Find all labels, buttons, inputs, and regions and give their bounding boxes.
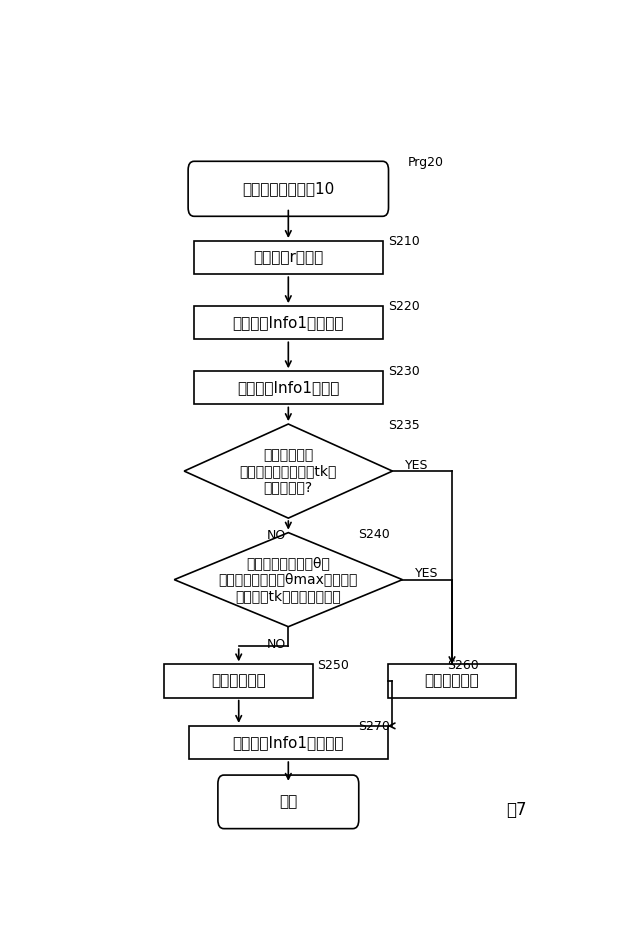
Text: S235: S235 — [388, 419, 420, 432]
Text: 図7: 図7 — [506, 801, 527, 819]
Polygon shape — [174, 533, 403, 627]
Bar — [164, 665, 313, 697]
Bar — [388, 665, 516, 697]
Bar — [194, 306, 383, 339]
FancyBboxPatch shape — [188, 162, 388, 216]
Text: 遷移情報Info1の読出し: 遷移情報Info1の読出し — [232, 315, 344, 330]
Text: 異常状態出力: 異常状態出力 — [424, 673, 479, 688]
Text: S220: S220 — [388, 300, 420, 313]
Text: NO: NO — [266, 637, 285, 650]
Polygon shape — [184, 424, 392, 518]
Text: Prg20: Prg20 — [408, 156, 444, 169]
Text: S250: S250 — [317, 659, 349, 671]
Bar — [194, 241, 383, 274]
Text: 終了: 終了 — [279, 794, 298, 809]
Text: S270: S270 — [358, 720, 390, 733]
Text: ペトリネット
から外れたトークンtkが
存在するか?: ペトリネット から外れたトークンtkが 存在するか? — [239, 447, 337, 494]
Bar — [194, 371, 383, 404]
Text: YES: YES — [405, 459, 428, 472]
Text: 車両通過判定装置10: 車両通過判定装置10 — [242, 181, 335, 196]
Text: 正常状態出力: 正常状態出力 — [211, 673, 266, 688]
Text: YES: YES — [415, 568, 438, 580]
FancyBboxPatch shape — [218, 776, 359, 829]
Text: S210: S210 — [388, 235, 420, 248]
Text: 検出結果rの取得: 検出結果rの取得 — [253, 250, 323, 265]
Text: S230: S230 — [388, 366, 420, 379]
Bar — [189, 726, 388, 760]
Text: NO: NO — [266, 529, 285, 542]
Text: S240: S240 — [358, 527, 390, 540]
Text: S260: S260 — [447, 659, 479, 671]
Text: 遷移情報Info1の書込み: 遷移情報Info1の書込み — [232, 735, 344, 750]
Text: プレース滞在時間θが
最大プレース時間θmaxより長い
トークンtkが存在するか？: プレース滞在時間θが 最大プレース時間θmaxより長い トークンtkが存在するか… — [219, 556, 358, 603]
Text: 遷移情報Info1の更新: 遷移情報Info1の更新 — [237, 381, 339, 396]
